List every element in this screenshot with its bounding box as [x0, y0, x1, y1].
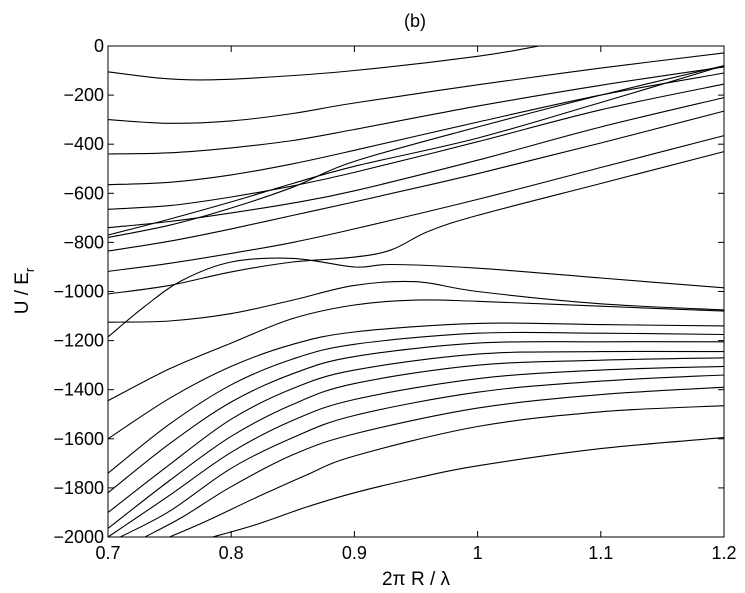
- y-tick-label: −800: [63, 232, 104, 252]
- y-tick-label: −2000: [53, 527, 104, 547]
- series-line-1: [107, 45, 540, 81]
- series-line-19: [107, 357, 725, 529]
- series-line-20: [107, 365, 725, 538]
- y-tick-label: −600: [63, 183, 104, 203]
- series-line-16: [107, 331, 725, 474]
- y-tick-label: −200: [63, 85, 104, 105]
- x-axis-ticks: 0.7 0.8 0.9 1 1.1 1.2: [95, 46, 737, 563]
- y-tick-label: −1600: [53, 429, 104, 449]
- series-line-14: [107, 299, 725, 402]
- y-tick-label: −1000: [53, 282, 104, 302]
- series-line-4: [107, 72, 725, 186]
- y-tick-label: −400: [63, 134, 104, 154]
- x-tick-label: 0.9: [342, 543, 367, 563]
- y-tick-label: 0: [94, 36, 104, 56]
- series-line-3: [107, 66, 725, 155]
- y-axis-label: U / Er: [12, 267, 37, 314]
- x-tick-label: 0.8: [219, 543, 244, 563]
- series-line-9: [107, 110, 725, 252]
- x-tick-label: 1: [473, 543, 483, 563]
- series-line-21: [120, 374, 725, 538]
- curve-group: [107, 45, 725, 538]
- series-line-15: [107, 322, 725, 440]
- series-line-7: [107, 65, 725, 236]
- x-tick-label: 1.1: [588, 543, 613, 563]
- series-line-13: [107, 280, 725, 323]
- series-line-6: [107, 97, 725, 229]
- series-line-2: [107, 52, 725, 124]
- x-tick-label: 0.7: [95, 543, 120, 563]
- series-line-11: [107, 151, 725, 295]
- y-tick-label: −1800: [53, 478, 104, 498]
- series-line-17: [107, 341, 725, 494]
- series-line-12: [107, 257, 725, 338]
- series-line-5: [107, 83, 725, 210]
- series-line-18: [107, 350, 725, 513]
- series-line-10: [107, 135, 725, 272]
- y-axis-ticks: 0 −200 −400 −600 −800 −1000 −1200 −1400 −1600 −18…: [53, 36, 724, 547]
- chart-title: (b): [404, 11, 426, 31]
- series-line-22: [144, 386, 725, 538]
- series-line-23: [169, 405, 725, 538]
- series-line-24: [212, 437, 725, 538]
- y-axis-label-main: U / E: [12, 272, 33, 314]
- y-tick-label: −1200: [53, 331, 104, 351]
- x-tick-label: 1.2: [711, 543, 736, 563]
- y-axis-label-subscript: r: [22, 267, 37, 272]
- series-line-8: [107, 65, 725, 239]
- y-tick-label: −1400: [53, 380, 104, 400]
- x-axis-label: 2π R / λ: [382, 569, 451, 590]
